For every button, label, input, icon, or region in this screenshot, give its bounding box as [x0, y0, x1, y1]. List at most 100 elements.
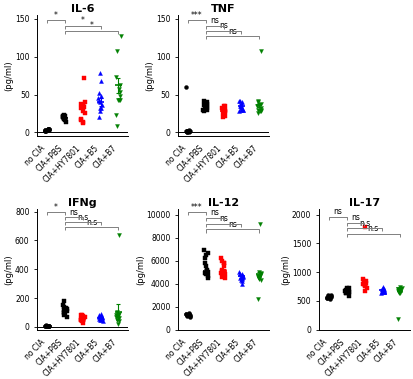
Point	[221, 108, 228, 114]
Text: ***: ***	[190, 203, 202, 211]
Point	[201, 255, 207, 262]
Point	[45, 323, 52, 329]
Point	[236, 275, 243, 281]
Point	[81, 99, 88, 105]
Point	[238, 275, 245, 281]
Point	[114, 97, 121, 103]
Point	[41, 128, 48, 134]
Text: n.s: n.s	[367, 224, 378, 233]
Point	[239, 106, 245, 113]
Point	[257, 49, 263, 55]
Point	[256, 100, 263, 106]
Point	[397, 285, 404, 291]
Point	[254, 274, 261, 280]
Point	[116, 97, 123, 103]
Point	[96, 99, 103, 105]
Point	[257, 270, 264, 276]
Point	[80, 317, 86, 323]
Point	[201, 104, 208, 110]
Point	[45, 323, 52, 329]
Point	[378, 286, 385, 292]
Point	[221, 260, 227, 266]
Point	[203, 99, 210, 105]
Point	[62, 305, 69, 311]
Point	[44, 323, 50, 329]
Point	[79, 316, 86, 323]
Point	[204, 273, 210, 279]
Point	[116, 311, 122, 317]
Point	[117, 89, 123, 96]
Point	[256, 277, 263, 283]
Point	[380, 287, 387, 293]
Text: ns: ns	[218, 22, 228, 30]
Point	[327, 293, 333, 299]
Point	[342, 290, 348, 296]
Point	[254, 296, 261, 302]
Y-axis label: (pg/ml): (pg/ml)	[5, 60, 14, 91]
Point	[114, 321, 121, 327]
Point	[184, 128, 191, 134]
Text: *: *	[90, 22, 93, 30]
Point	[99, 314, 105, 320]
Point	[116, 82, 123, 88]
Point	[115, 318, 122, 324]
Point	[203, 100, 210, 106]
Point	[256, 108, 263, 114]
Point	[97, 317, 104, 323]
Point	[186, 128, 192, 134]
Point	[98, 78, 104, 84]
Point	[46, 127, 52, 133]
Point	[358, 276, 365, 282]
Point	[202, 271, 209, 277]
Point	[42, 127, 48, 133]
Point	[344, 285, 351, 291]
Point	[182, 84, 189, 90]
Point	[115, 97, 122, 103]
Point	[114, 313, 121, 319]
Text: *: *	[54, 203, 58, 212]
Point	[95, 114, 102, 120]
Point	[239, 273, 246, 279]
Point	[60, 307, 67, 313]
Point	[239, 274, 245, 280]
Point	[60, 113, 66, 119]
Point	[79, 103, 85, 109]
Point	[327, 292, 333, 298]
Text: ***: ***	[190, 11, 202, 20]
Point	[42, 127, 49, 133]
Y-axis label: (pg/ml): (pg/ml)	[5, 254, 14, 285]
Title: TNF: TNF	[211, 5, 235, 14]
Point	[60, 114, 66, 120]
Point	[221, 106, 228, 113]
Point	[95, 316, 102, 322]
Point	[61, 310, 67, 316]
Point	[237, 105, 244, 111]
Text: n.s: n.s	[358, 219, 369, 228]
Point	[81, 110, 88, 116]
Point	[60, 116, 66, 122]
Point	[394, 287, 400, 293]
Point	[78, 317, 85, 323]
Point	[62, 311, 68, 317]
Point	[394, 287, 401, 293]
Point	[98, 315, 104, 321]
Point	[98, 315, 105, 321]
Point	[221, 113, 228, 119]
Point	[117, 33, 123, 39]
Title: IL-17: IL-17	[348, 198, 379, 208]
Point	[201, 100, 208, 106]
Point	[98, 93, 104, 99]
Point	[97, 70, 103, 77]
Point	[221, 103, 228, 109]
Point	[396, 290, 403, 296]
Point	[238, 280, 245, 287]
Point	[97, 315, 104, 321]
Point	[380, 288, 386, 294]
Point	[363, 285, 369, 291]
Point	[96, 90, 102, 96]
Point	[97, 313, 104, 319]
Point	[60, 304, 67, 310]
Point	[43, 323, 50, 329]
Point	[237, 100, 244, 106]
Point	[221, 275, 228, 281]
